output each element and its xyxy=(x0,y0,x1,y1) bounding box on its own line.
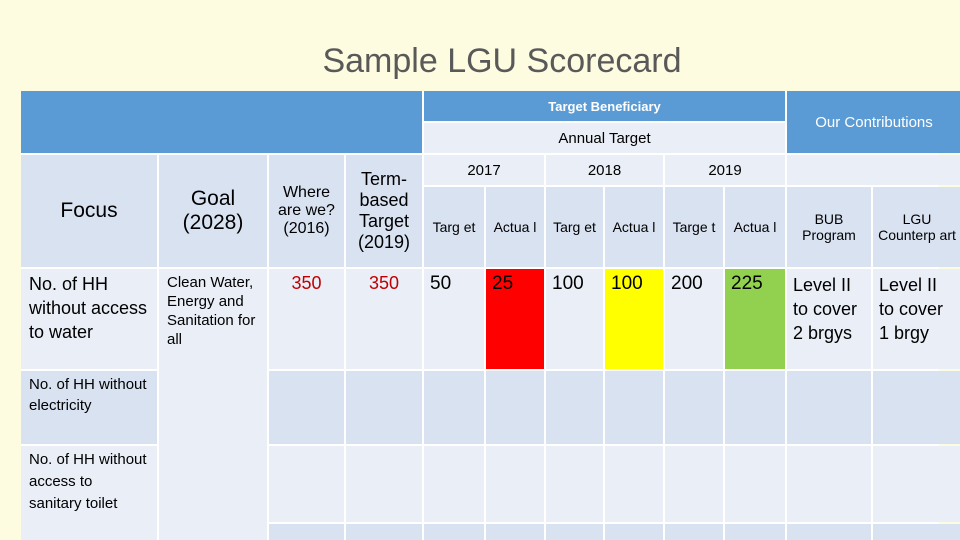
scorecard-table: Target Beneficiary Our Contributions Ann… xyxy=(21,91,960,540)
cell-empty xyxy=(665,371,723,444)
target-2018-value: 100 xyxy=(546,269,603,369)
cell-empty xyxy=(725,524,785,540)
header-blank xyxy=(21,91,422,153)
bub-program-value: Level II to cover 2 brgys xyxy=(787,269,871,369)
header-target-beneficiary: Target Beneficiary xyxy=(424,91,785,121)
actual-2019-value: 225 xyxy=(725,269,785,369)
cell-empty xyxy=(665,446,723,522)
lgu-counterpart-value: Level II to cover 1 brgy xyxy=(873,269,960,369)
header-target-2017: Targ et xyxy=(424,187,484,267)
header-goal: Goal (2028) xyxy=(159,155,267,267)
cell-empty xyxy=(665,524,723,540)
cell-empty xyxy=(605,446,663,522)
header-contrib-spacer xyxy=(787,155,960,185)
goal-text: Clean Water, Energy and Sanitation for a… xyxy=(159,269,267,540)
cell-empty xyxy=(725,371,785,444)
cell-empty xyxy=(873,371,960,444)
cell-empty xyxy=(486,524,544,540)
cell-empty xyxy=(346,371,422,444)
header-our-contributions: Our Contributions xyxy=(787,91,960,153)
header-where-are-we: Where are we? (2016) xyxy=(269,155,344,267)
header-actual-2018: Actua l xyxy=(605,187,663,267)
header-bub-program: BUB Program xyxy=(787,187,871,267)
cell-empty xyxy=(873,524,960,540)
target-2017-value: 50 xyxy=(424,269,484,369)
cell-empty xyxy=(546,371,603,444)
actual-2018-value: 100 xyxy=(605,269,663,369)
target-2019-value: 200 xyxy=(665,269,723,369)
header-term-target: Term-based Target (2019) xyxy=(346,155,422,267)
focus-sanitary-toilet: No. of HH without access to sanitary toi… xyxy=(21,446,157,540)
cell-empty xyxy=(787,446,871,522)
cell-empty xyxy=(424,524,484,540)
header-annual-target: Annual Target xyxy=(424,123,785,153)
cell-empty xyxy=(725,446,785,522)
focus-electricity: No. of HH without electricity xyxy=(21,371,157,444)
cell-empty xyxy=(269,524,344,540)
header-target-2019: Targe t xyxy=(665,187,723,267)
cell-empty xyxy=(269,446,344,522)
where-are-we-value: 350 xyxy=(269,269,344,369)
cell-empty xyxy=(605,371,663,444)
actual-2017-value: 25 xyxy=(486,269,544,369)
header-focus: Focus xyxy=(21,155,157,267)
cell-empty xyxy=(605,524,663,540)
header-actual-2017: Actua l xyxy=(486,187,544,267)
cell-empty xyxy=(787,371,871,444)
cell-empty xyxy=(546,446,603,522)
header-target-2018: Targ et xyxy=(546,187,603,267)
term-target-value: 350 xyxy=(346,269,422,369)
cell-empty xyxy=(787,524,871,540)
cell-empty xyxy=(269,371,344,444)
cell-empty xyxy=(873,446,960,522)
cell-empty xyxy=(424,371,484,444)
cell-empty xyxy=(486,371,544,444)
cell-empty xyxy=(486,446,544,522)
header-lgu-counterpart: LGU Counterp art xyxy=(873,187,960,267)
page-title: Sample LGU Scorecard xyxy=(322,42,682,80)
header-year-2017: 2017 xyxy=(424,155,544,185)
cell-empty xyxy=(424,446,484,522)
cell-empty xyxy=(346,524,422,540)
focus-water: No. of HH without access to water xyxy=(21,269,157,369)
header-year-2018: 2018 xyxy=(546,155,663,185)
cell-empty xyxy=(346,446,422,522)
header-year-2019: 2019 xyxy=(665,155,785,185)
header-actual-2019: Actua l xyxy=(725,187,785,267)
cell-empty xyxy=(546,524,603,540)
